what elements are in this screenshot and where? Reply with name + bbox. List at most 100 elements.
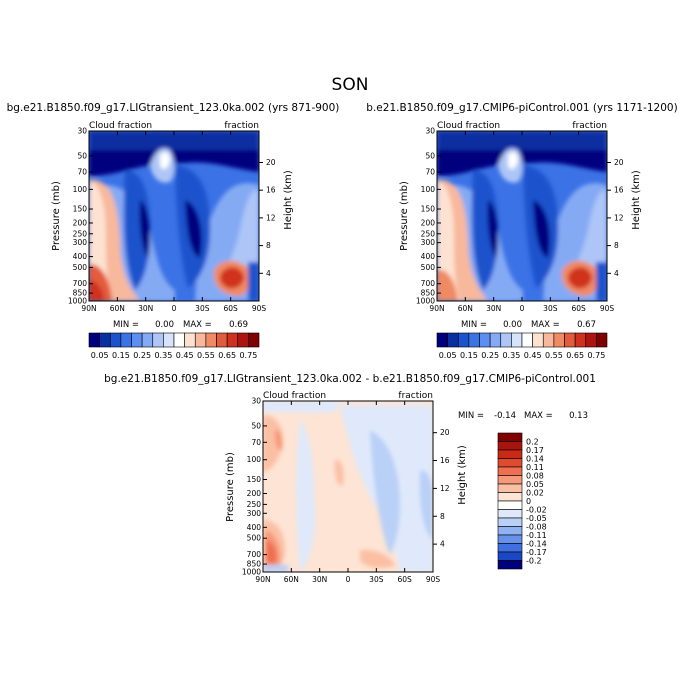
colorbar-label: -0.08 <box>526 523 547 532</box>
y-tick-label: 300 <box>247 509 262 518</box>
y-tick-label: 70 <box>77 168 87 177</box>
y-tick-label: 100 <box>73 185 88 194</box>
colorbar-swatch <box>497 509 523 519</box>
x-tick-label: 90N <box>255 575 270 584</box>
colorbar-swatch <box>497 551 523 561</box>
colorbar-label: 0.75 <box>239 351 257 360</box>
y-tick-label: 850 <box>247 560 262 569</box>
x-tick-label: 30N <box>138 304 153 313</box>
colorbar-swatch <box>497 432 523 442</box>
colorbar-label: 0.75 <box>587 351 605 360</box>
y2-tick-label: 8 <box>614 241 619 250</box>
y-tick-label: 50 <box>425 151 435 160</box>
y-tick-label: 70 <box>251 438 261 447</box>
y2-tick-label: 8 <box>266 241 271 250</box>
y2-tick-label: 12 <box>614 213 624 222</box>
colorbar-swatch <box>457 332 470 348</box>
y2-tick-label: 4 <box>614 269 619 278</box>
colorbar-label: -0.11 <box>526 531 547 540</box>
colorbar-swatch <box>532 332 544 348</box>
panel-picontrol-y2label: Height (km) <box>631 170 642 230</box>
y-tick-label: 300 <box>73 238 88 247</box>
y-tick-label: 500 <box>247 534 262 543</box>
y-tick-label: 250 <box>421 229 436 238</box>
y-tick-label: 850 <box>73 289 88 298</box>
y-tick-label: 400 <box>421 252 436 261</box>
y2-tick-label: 12 <box>266 213 276 222</box>
colorbar-swatch <box>99 332 111 348</box>
colorbar-swatch <box>497 441 523 451</box>
colorbar-swatch <box>511 332 523 348</box>
x-tick-label: 60S <box>398 575 413 584</box>
panel-picontrol: b.e21.B1850.f09_g17.CMIP6-piControl.001 … <box>366 102 677 360</box>
x-tick-label: 90S <box>600 304 615 313</box>
colorbar-label: 0 <box>526 497 531 506</box>
x-tick-label: 60S <box>224 304 239 313</box>
y-tick-label: 200 <box>247 489 262 498</box>
colorbar-label: 0.15 <box>112 351 130 360</box>
colorbar-swatch <box>152 332 164 348</box>
colorbar-swatch <box>497 543 523 553</box>
panel-difference-min-label: MIN = <box>458 411 484 421</box>
y-tick-label: 50 <box>251 421 261 430</box>
x-tick-label: 30S <box>543 304 558 313</box>
panel-picontrol-left-label: Cloud fraction <box>437 121 500 131</box>
colorbar-swatch <box>248 332 260 348</box>
panel-difference-max-label: MAX = <box>524 411 553 421</box>
colorbar-swatch <box>237 332 249 348</box>
colorbar-label: -0.17 <box>526 548 547 557</box>
x-tick-label: 90N <box>81 304 96 313</box>
panel-picontrol-right-label: fraction <box>572 121 607 131</box>
panel-difference-title: bg.e21.B1850.f09_g17.LIGtransient_123.0k… <box>104 373 596 385</box>
colorbar-swatch <box>497 458 523 468</box>
y-tick-label: 150 <box>247 475 262 484</box>
colorbar-label: 0.14 <box>526 455 544 464</box>
colorbar-swatch <box>226 332 239 348</box>
colorbar-label: 0.65 <box>566 351 584 360</box>
x-tick-label: 30S <box>369 575 384 584</box>
colorbar-label: 0.11 <box>526 463 544 472</box>
colorbar-label: 0.02 <box>526 489 544 498</box>
colorbar-swatch <box>521 332 533 348</box>
colorbar-swatch <box>184 332 196 348</box>
y-tick-label: 400 <box>247 523 262 532</box>
colorbar-swatch <box>574 332 587 348</box>
y-tick-label: 300 <box>421 238 436 247</box>
panel-difference-y2label: Height (km) <box>457 445 468 505</box>
colorbar-swatch <box>120 332 132 348</box>
y-tick-label: 1000 <box>416 297 435 306</box>
panel-difference: bg.e21.B1850.f09_g17.LIGtransient_123.0k… <box>104 373 596 584</box>
x-tick-label: 0 <box>172 304 177 313</box>
panel-difference-right-label: fraction <box>398 391 433 401</box>
panel-lig-ylabel: Pressure (mb) <box>51 181 62 251</box>
y2-tick-label: 20 <box>266 158 276 167</box>
y-tick-label: 1000 <box>242 568 261 577</box>
colorbar-swatch <box>497 517 523 527</box>
panel-lig-field <box>89 131 259 301</box>
y-tick-label: 500 <box>421 263 436 272</box>
y-tick-label: 150 <box>421 205 436 214</box>
colorbar-label: 0.05 <box>439 351 457 360</box>
panel-difference-ylabel: Pressure (mb) <box>225 452 236 522</box>
colorbar-swatch <box>109 332 122 348</box>
y-tick-label: 200 <box>421 218 436 227</box>
panel-picontrol-field <box>437 131 607 301</box>
panel-difference-left-label: Cloud fraction <box>263 391 326 401</box>
colorbar-swatch <box>205 332 217 348</box>
panel-picontrol-max-value: 0.67 <box>577 320 596 330</box>
x-tick-label: 0 <box>346 575 351 584</box>
panel-picontrol-max-label: MAX = <box>531 320 560 330</box>
y-tick-label: 150 <box>73 205 88 214</box>
y-tick-label: 400 <box>73 252 88 261</box>
colorbar-label: 0.05 <box>526 480 544 489</box>
panel-lig-max-label: MAX = <box>183 320 212 330</box>
y-tick-label: 1000 <box>68 297 87 306</box>
y2-tick-label: 16 <box>440 456 450 465</box>
x-tick-label: 90S <box>252 304 267 313</box>
colorbar-swatch <box>585 332 597 348</box>
x-tick-label: 0 <box>520 304 525 313</box>
x-tick-label: 30N <box>312 575 327 584</box>
colorbar-swatch <box>497 534 523 544</box>
y-tick-label: 700 <box>421 279 436 288</box>
